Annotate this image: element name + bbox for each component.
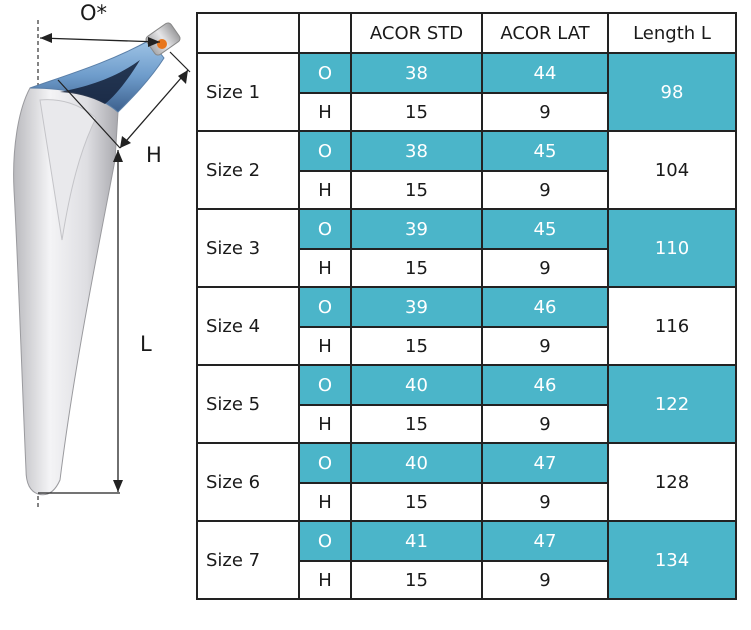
table-row: Size 7 O 41 47 134	[196, 520, 737, 600]
table-row: Size 4 O 39 46 116	[196, 286, 737, 366]
header-acor-lat: ACOR LAT	[481, 12, 609, 54]
h-lat-cell: 9	[481, 482, 609, 522]
table-row: Size 5 O 40 46 122	[196, 364, 737, 444]
o-std-cell: 38	[350, 52, 483, 94]
h-label-cell: H	[298, 404, 352, 444]
o-lat-cell: 47	[481, 520, 609, 562]
o-std-cell: 38	[350, 130, 483, 172]
height-label: H	[146, 143, 162, 167]
o-lat-cell: 45	[481, 208, 609, 250]
center-dot	[157, 39, 167, 49]
taper-cap	[145, 22, 181, 56]
header-blank-1	[196, 12, 300, 54]
size-spec-table: ACOR STD ACOR LAT Length L Size 1 O 38 44 98…	[196, 12, 737, 600]
size-name-cell: Size 3	[196, 208, 300, 288]
table-row: Size 1 O 38 44 98	[196, 52, 737, 132]
hip-stem-drawing	[13, 20, 191, 510]
o-std-cell: 40	[350, 364, 483, 406]
o-std-cell: 39	[350, 208, 483, 250]
h-label-cell: H	[298, 326, 352, 366]
table-header-row: ACOR STD ACOR LAT Length L	[196, 12, 737, 54]
o-lat-cell: 46	[481, 364, 609, 406]
h-dimension-line	[119, 69, 189, 149]
o-std-cell: 40	[350, 442, 483, 484]
table-row: H 15 9	[197, 404, 736, 444]
h-label-cell: H	[298, 482, 352, 522]
table-row: H 15 9	[197, 482, 736, 522]
o-label-cell: O	[298, 364, 352, 406]
size-name-cell: Size 1	[196, 52, 300, 132]
o-label-cell: O	[298, 520, 352, 562]
o-label-cell: O	[298, 130, 352, 172]
length-cell: 104	[607, 130, 737, 210]
h-label-cell: H	[298, 170, 352, 210]
h-lat-cell: 9	[481, 92, 609, 132]
table-row: H 15 9	[197, 92, 736, 132]
o-std-cell: 41	[350, 520, 483, 562]
o-lat-cell: 46	[481, 286, 609, 328]
table-row: Size 6 O 40 47 128	[196, 442, 737, 522]
table-row: Size 3 O 39 45 110	[196, 208, 737, 288]
implant-diagram: O* H L	[0, 0, 200, 626]
h-lat-cell: 9	[481, 560, 609, 600]
o-label-cell: O	[298, 52, 352, 94]
length-cell: 116	[607, 286, 737, 366]
size-name-cell: Size 6	[196, 442, 300, 522]
o-lat-cell: 45	[481, 130, 609, 172]
header-blank-2	[298, 12, 352, 54]
o-dimension-line	[39, 37, 161, 43]
size-name-cell: Size 4	[196, 286, 300, 366]
stem-body	[13, 87, 119, 496]
stem-groove	[39, 99, 97, 241]
size-name-cell: Size 2	[196, 130, 300, 210]
length-cell: 98	[607, 52, 737, 132]
h-std-cell: 15	[350, 404, 483, 444]
table-row: H 15 9	[197, 170, 736, 210]
o-label-cell: O	[298, 442, 352, 484]
h-label-cell: H	[298, 248, 352, 288]
o-lat-cell: 44	[481, 52, 609, 94]
h-lat-cell: 9	[481, 170, 609, 210]
h-lat-cell: 9	[481, 404, 609, 444]
offset-label: O*	[80, 1, 108, 25]
o-label-cell: O	[298, 286, 352, 328]
h-lat-cell: 9	[481, 248, 609, 288]
length-cell: 110	[607, 208, 737, 288]
table-row: H 15 9	[197, 248, 736, 288]
h-std-cell: 15	[350, 482, 483, 522]
table-row: H 15 9	[197, 560, 736, 600]
o-lat-cell: 47	[481, 442, 609, 484]
h-std-cell: 15	[350, 170, 483, 210]
length-cell: 122	[607, 364, 737, 444]
length-label: L	[140, 332, 152, 356]
table-row: Size 2 O 38 45 104	[196, 130, 737, 210]
h-std-cell: 15	[350, 248, 483, 288]
header-acor-std: ACOR STD	[350, 12, 483, 54]
h-std-cell: 15	[350, 326, 483, 366]
h-label-cell: H	[298, 92, 352, 132]
header-length: Length L	[607, 12, 737, 54]
length-cell: 128	[607, 442, 737, 522]
o-label-cell: O	[298, 208, 352, 250]
h-label-cell: H	[298, 560, 352, 600]
o-std-cell: 39	[350, 286, 483, 328]
neck-shadow	[60, 60, 140, 104]
length-cell: 134	[607, 520, 737, 600]
size-name-cell: Size 7	[196, 520, 300, 600]
h-lat-cell: 9	[481, 326, 609, 366]
h-std-cell: 15	[350, 92, 483, 132]
table-body: Size 1 O 38 44 98 H 15 9 Size 2 O 38 45 104 H 15 9 Size …	[196, 52, 737, 600]
table-row: H 15 9	[197, 326, 736, 366]
h-std-cell: 15	[350, 560, 483, 600]
size-name-cell: Size 5	[196, 364, 300, 444]
